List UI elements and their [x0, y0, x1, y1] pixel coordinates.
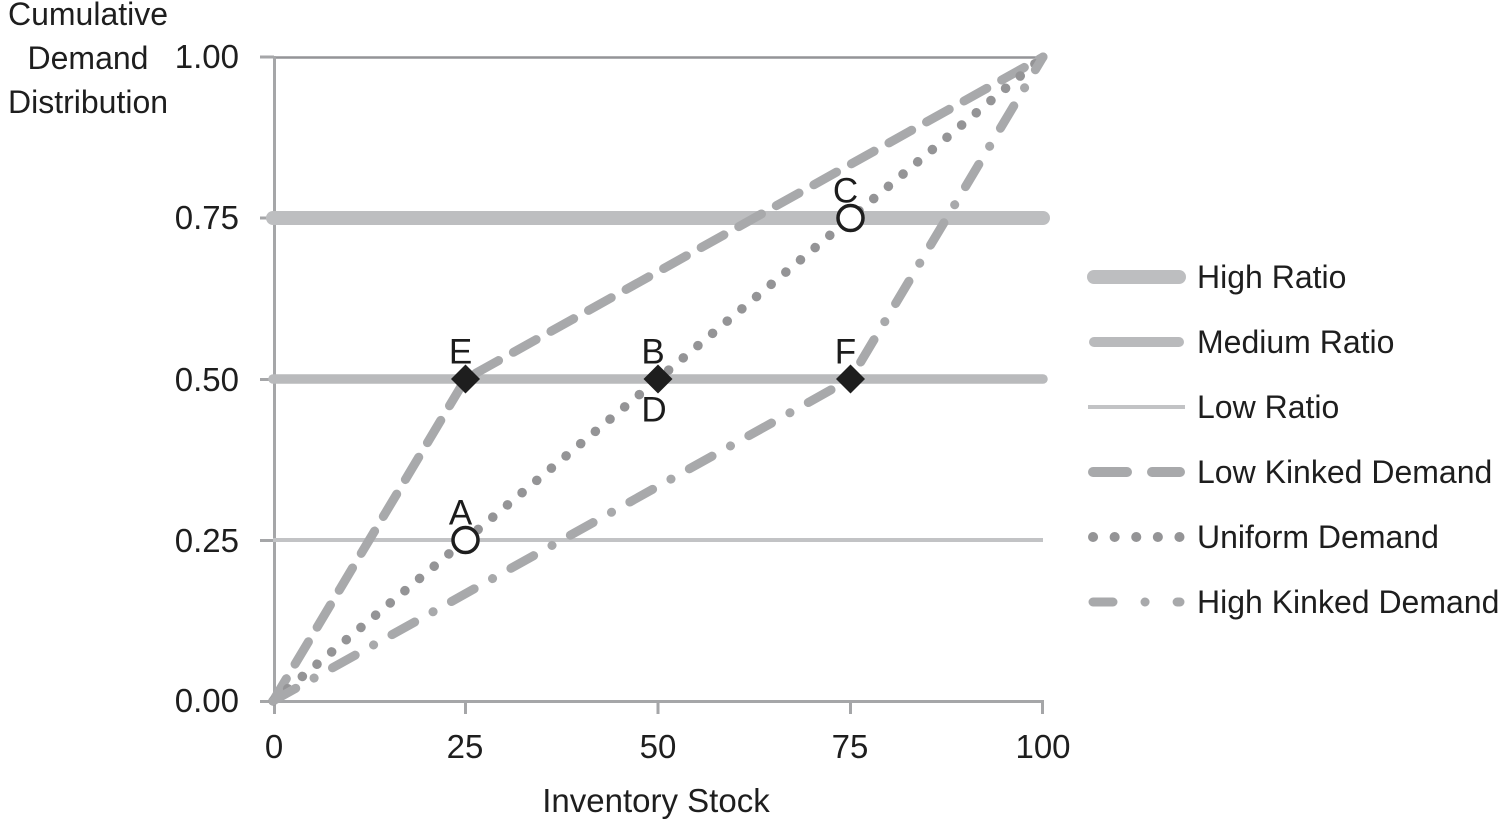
marker-circle-C: [836, 203, 865, 233]
series-layer: [266, 52, 1050, 706]
x-axis-title: Inventory Stock: [542, 782, 770, 819]
x-tick-label-50: 50: [639, 728, 677, 765]
legend-label-uniform-demand: Uniform Demand: [1197, 518, 1439, 555]
series-low-kinked-demand: [268, 52, 1048, 706]
y-axis-title-line3: Distribution: [7, 84, 169, 120]
y-tick-label-1-00: 1.00: [174, 38, 239, 75]
legend-item-uniform-demand: Uniform Demand: [1085, 517, 1499, 557]
legend-swatch-low-kinked-demand: [1088, 467, 1185, 477]
point-label-B: B: [641, 333, 664, 372]
y-axis-title-line1: Cumulative: [7, 0, 169, 32]
y-axis-title: Cumulative Demand Distribution: [0, 0, 176, 124]
marker-layer: A B C D E F: [449, 172, 865, 555]
legend-swatch-low-ratio: [1088, 405, 1185, 409]
legend-swatch-medium-ratio: [1089, 337, 1184, 347]
legend-swatch-uniform-demand: [1088, 532, 1185, 542]
legend-swatch-high-kinked-demand: [1088, 597, 1185, 607]
legend: High Ratio Medium Ratio Low Ratio Low Ki…: [1085, 257, 1499, 647]
legend-item-low-ratio: Low Ratio: [1085, 387, 1499, 427]
x-tick-label-25: 25: [446, 728, 484, 765]
point-label-A: A: [449, 494, 473, 533]
legend-label-high-kinked-demand: High Kinked Demand: [1197, 583, 1500, 620]
marker-diamond-E: [451, 364, 480, 394]
legend-label-low-kinked-demand: Low Kinked Demand: [1197, 453, 1493, 490]
marker-diamond-F: [836, 364, 865, 394]
y-axis-title-line2: Demand: [27, 40, 149, 76]
legend-item-medium-ratio: Medium Ratio: [1085, 322, 1499, 362]
y-tick-label-0-50: 0.50: [174, 361, 239, 398]
x-tick-label-75: 75: [831, 728, 869, 765]
series-uniform-demand: [268, 52, 1048, 706]
x-tick-label-0: 0: [264, 728, 284, 765]
y-tick-label-0-75: 0.75: [174, 199, 239, 236]
legend-item-high-ratio: High Ratio: [1085, 257, 1499, 297]
legend-item-low-kinked-demand: Low Kinked Demand: [1085, 452, 1499, 492]
y-tick-label-0-25: 0.25: [174, 522, 239, 559]
legend-item-high-kinked-demand: High Kinked Demand: [1085, 582, 1499, 622]
legend-label-medium-ratio: Medium Ratio: [1197, 323, 1395, 360]
legend-swatch-high-ratio: [1087, 270, 1186, 284]
marker-circle-A: [451, 525, 480, 555]
legend-label-low-ratio: Low Ratio: [1197, 388, 1340, 425]
point-label-C: C: [833, 172, 858, 211]
point-label-D: D: [641, 391, 666, 430]
legend-label-high-ratio: High Ratio: [1197, 258, 1347, 295]
point-label-E: E: [449, 333, 472, 372]
point-label-F: F: [835, 333, 856, 372]
y-tick-label-0-00: 0.00: [174, 682, 239, 719]
x-tick-label-100: 100: [1015, 728, 1071, 765]
marker-diamond-B: [643, 364, 673, 394]
